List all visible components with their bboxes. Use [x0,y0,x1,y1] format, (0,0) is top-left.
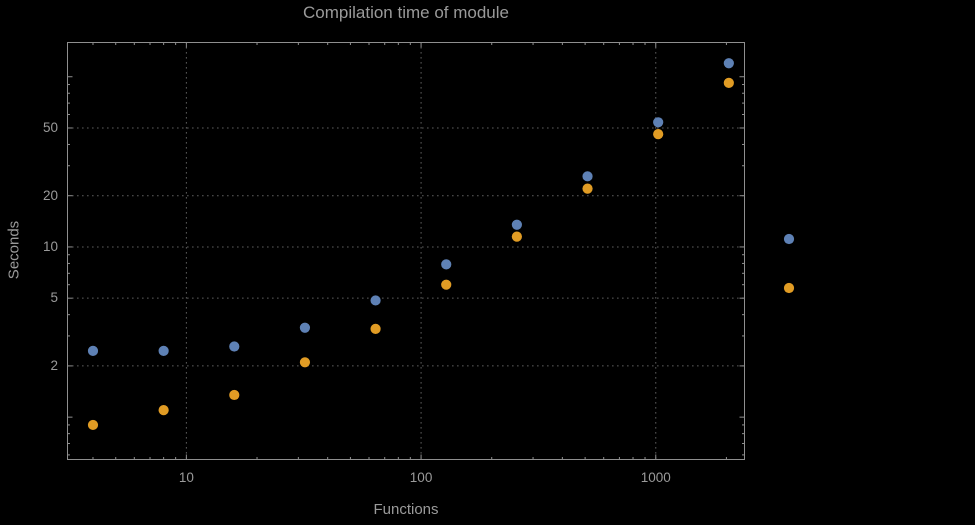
data-point-series-1 [370,295,381,306]
legend-marker-series-2 [783,282,795,294]
y-tick-label: 20 [42,187,58,203]
data-point-series-1 [441,259,452,270]
data-point-series-2 [370,323,381,334]
data-point-series-1 [723,58,734,69]
data-point-series-1 [158,345,169,357]
data-point-series-1 [87,345,99,357]
y-tick-label: 50 [42,119,58,135]
chart-title: Compilation time of module [303,3,509,22]
data-point-series-2 [229,389,240,401]
y-tick-label: 5 [50,290,58,306]
data-point-series-2 [653,129,664,140]
data-point-series-1 [582,171,593,182]
data-point-series-2 [87,419,99,431]
data-point-series-2 [511,231,522,242]
data-point-series-2 [299,357,311,368]
x-tick-label: 100 [409,470,433,485]
x-tick-label: 10 [178,470,194,485]
data-point-series-1 [299,322,311,333]
data-point-series-2 [441,279,452,290]
plot-frame [67,42,745,460]
x-tick-label: 1000 [640,470,671,485]
data-point-series-1 [229,341,240,352]
y-tick-label: 10 [42,238,58,254]
legend-marker-series-1 [783,233,795,245]
x-axis-label: Functions [373,501,439,518]
data-point-series-2 [723,77,734,89]
data-point-series-2 [582,183,593,194]
y-tick-label: 2 [50,357,58,373]
data-point-series-2 [158,404,169,416]
data-point-series-1 [653,117,664,128]
data-point-series-1 [511,219,522,230]
